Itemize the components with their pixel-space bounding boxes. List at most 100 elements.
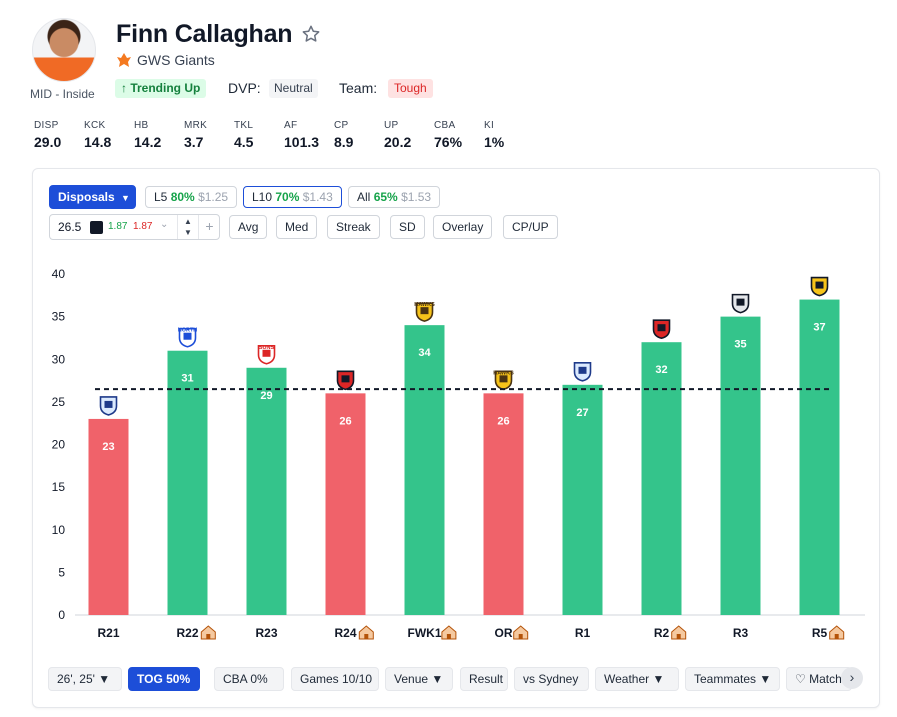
stat-tkl: TKL 4.5 [234,120,254,150]
stat-kck: KCK 14.8 [84,120,112,150]
bar-OR [483,393,524,615]
home-icon [671,625,687,640]
x-tick-label: R24 [334,626,356,640]
opponent-logo-icon [810,276,829,297]
x-tick-label: R21 [97,626,119,640]
bar-R2 [641,342,682,615]
filter-chip[interactable]: 26', 25' ▼ [48,667,122,691]
chevron-right-icon[interactable]: › [841,667,863,689]
x-tick-label: R3 [733,626,749,640]
stat-up: UP 20.2 [384,120,412,150]
bar-value-label: 34 [418,347,431,359]
y-tick-label: 15 [52,480,66,494]
home-icon [200,625,216,640]
home-icon [441,625,457,640]
y-tick-label: 35 [52,310,66,324]
home-door-icon [206,634,211,639]
filter-chip[interactable]: Games 10/10 [291,667,379,691]
trend-badge: ↑ Trending Up [115,79,207,98]
team-name: GWS Giants [137,52,215,68]
stat-af: AF 101.3 [284,120,320,150]
y-tick-label: 5 [58,565,65,579]
dvp-label: DVP: [228,80,261,96]
filter-chip[interactable]: Venue ▼ [385,667,453,691]
bar-R23 [246,367,287,615]
opponent-logo-icon [652,319,671,340]
x-tick-label: R23 [255,626,277,640]
bookmaker-icon [90,221,103,234]
home-door-icon [446,634,451,639]
opponent-logo-text: SUNS [259,345,275,351]
avg-toggle[interactable]: Avg [229,215,268,239]
player-name: Finn Callaghan [116,20,293,48]
window-all-button[interactable]: All 65% $1.53 [348,186,441,208]
home-door-icon [364,634,369,639]
odds-under: 1.87 [133,221,153,232]
add-line-button[interactable]: + [198,215,220,239]
disposals-bar-chart: 0 5 10 15 20 25 30 35 40 23 R21 31 NORTH R22 29 SUNS R2… [52,267,865,640]
bar-R22 [167,350,208,615]
overlay-toggle[interactable]: Overlay [433,215,493,239]
y-tick-label: 25 [52,395,66,409]
bar-R21 [88,418,129,615]
bar-FWK1 [404,325,445,615]
sd-toggle[interactable]: SD [390,215,425,239]
x-tick-label: R5 [812,626,828,640]
y-tick-label: 40 [52,267,66,281]
stat-cp: CP 8.9 [334,120,354,150]
bar-value-label: 37 [813,322,825,334]
chart-card: Disposals ▼ L5 80% $1.25 L10 70% $1.43 A… [32,168,880,708]
stat-select-button[interactable]: Disposals ▼ [49,185,136,209]
filter-chip[interactable]: vs Sydney [514,667,589,691]
bar-R5 [799,299,840,615]
bar-R24 [325,393,366,615]
chevron-down-icon[interactable]: ⌄ [160,219,169,230]
gws-logo-icon [117,53,131,67]
odds-over: 1.87 [108,221,128,232]
stat-cba: CBA 76% [434,120,463,150]
home-door-icon [834,634,839,639]
x-tick-label: R22 [176,626,198,640]
filter-chip[interactable]: Weather ▼ [595,667,679,691]
window-l10-button[interactable]: L10 70% $1.43 [243,186,342,208]
bar-value-label: 32 [655,364,667,376]
dvp-badge: Neutral [269,79,318,98]
line-input[interactable]: 26.5 1.87 1.87 ⌄ ▲ ▼ + [49,214,220,240]
x-tick-label: R2 [654,626,670,640]
stat-disp: DISP 29.0 [34,120,62,150]
cpup-toggle[interactable]: CP/UP [503,215,558,239]
bar-value-label: 31 [181,373,193,385]
line-stepper[interactable]: ▲ ▼ [177,215,198,239]
stat-mrk: MRK 3.7 [184,120,208,150]
opponent-logo-text: HAWKS [493,370,514,376]
opponent-logo-icon: NORTH [178,328,197,348]
bar-value-label: 35 [734,339,746,351]
med-toggle[interactable]: Med [276,215,318,239]
filter-chip[interactable]: TOG 50% [128,667,200,691]
x-tick-label: FWK1 [408,626,442,640]
chevron-down-icon: ▼ [121,193,130,203]
x-tick-label: OR [495,626,513,640]
bar-value-label: 27 [576,407,588,419]
filter-bar: 26', 25' ▼ TOG 50% CBA 0% Games 10/10 Venue … [48,667,868,691]
stat-hb: HB 14.2 [134,120,162,150]
team-difficulty-label: Team: [339,80,378,96]
filter-chip[interactable]: CBA 0% [214,667,284,691]
bar-value-label: 26 [497,415,509,427]
window-l5-button[interactable]: L5 80% $1.25 [145,186,238,208]
opponent-logo-icon: HAWKS [414,302,435,322]
filter-chip[interactable]: Result [460,667,508,691]
bar-value-label: 29 [260,390,272,402]
filter-chip[interactable]: Teammates ▼ [685,667,780,691]
opponent-logo-icon [573,362,592,382]
opponent-logo-icon [731,293,750,314]
stats-row: DISP 29.0 KCK 14.8 HB 14.2 MRK 3.7 TKL 4.5 AF… [30,120,530,150]
team-difficulty-badge: Tough [388,79,433,98]
streak-toggle[interactable]: Streak [327,215,380,239]
y-tick-label: 0 [58,608,65,622]
line-value[interactable]: 26.5 [58,220,82,234]
player-role: MID - Inside [30,87,95,101]
star-icon[interactable] [301,24,321,44]
opponent-logo-icon [99,396,118,416]
home-icon [358,625,374,640]
